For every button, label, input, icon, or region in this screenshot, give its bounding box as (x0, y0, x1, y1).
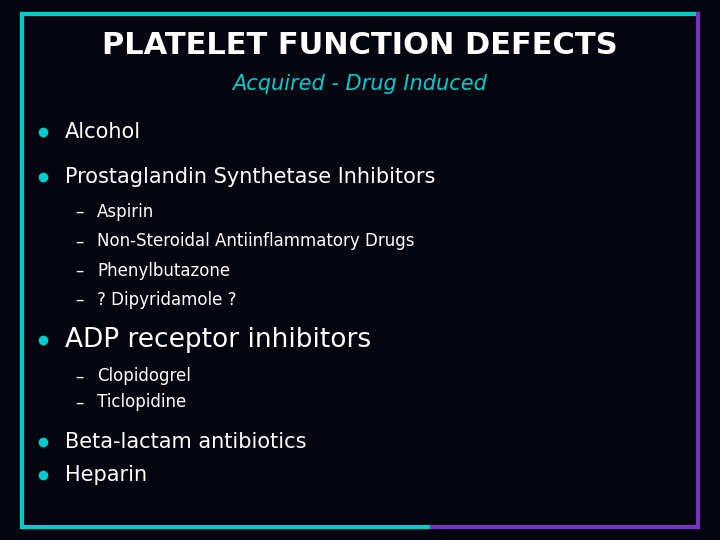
Text: –: – (76, 393, 84, 411)
Text: Clopidogrel: Clopidogrel (97, 367, 191, 386)
Text: PLATELET FUNCTION DEFECTS: PLATELET FUNCTION DEFECTS (102, 31, 618, 60)
Text: Phenylbutazone: Phenylbutazone (97, 261, 230, 280)
Text: Non-Steroidal Antiinflammatory Drugs: Non-Steroidal Antiinflammatory Drugs (97, 232, 415, 251)
Text: Ticlopidine: Ticlopidine (97, 393, 186, 411)
Text: –: – (76, 291, 84, 309)
Text: Prostaglandin Synthetase Inhibitors: Prostaglandin Synthetase Inhibitors (65, 167, 435, 187)
Text: –: – (76, 261, 84, 280)
Text: –: – (76, 367, 84, 386)
Text: –: – (76, 203, 84, 221)
Text: ? Dipyridamole ?: ? Dipyridamole ? (97, 291, 237, 309)
Text: Aspirin: Aspirin (97, 203, 155, 221)
Text: ADP receptor inhibitors: ADP receptor inhibitors (65, 327, 371, 353)
Text: –: – (76, 232, 84, 251)
Text: Beta-lactam antibiotics: Beta-lactam antibiotics (65, 431, 306, 452)
Text: Acquired - Drug Induced: Acquired - Drug Induced (233, 73, 487, 94)
Text: Alcohol: Alcohol (65, 122, 141, 143)
Text: Heparin: Heparin (65, 465, 147, 485)
